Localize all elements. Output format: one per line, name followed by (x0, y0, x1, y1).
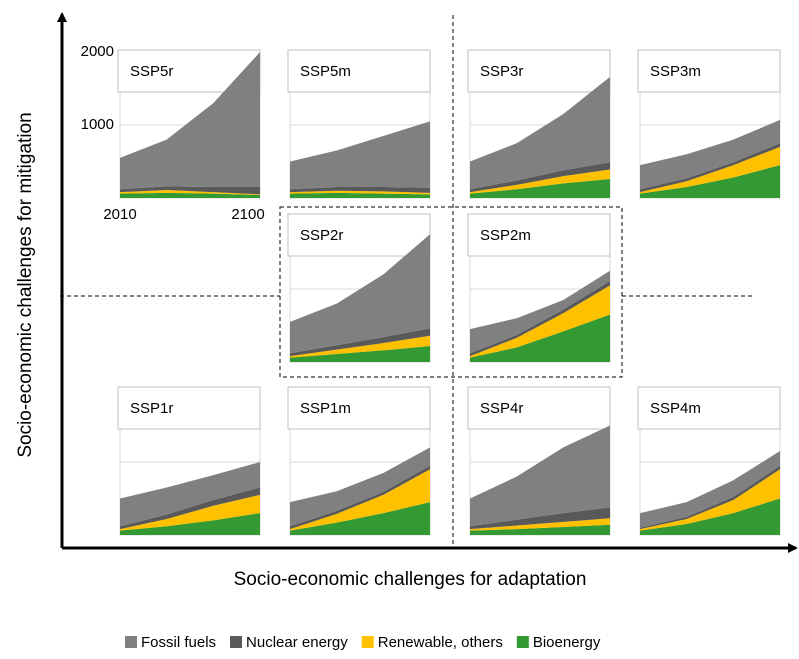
panel-title: SSP2r (300, 227, 343, 244)
panel-title: SSP3r (480, 63, 523, 80)
panel-title: SSP4r (480, 400, 523, 417)
area (640, 119, 780, 190)
area (120, 192, 260, 198)
panel-label-box (467, 213, 611, 257)
panel-title: SSP1r (130, 400, 173, 417)
x-axis-label: Socio-economic challenges for adaptation (234, 569, 587, 590)
panel-title: SSP3m (650, 63, 701, 80)
area (470, 179, 610, 198)
panel-label-box (287, 49, 431, 93)
area (120, 52, 260, 190)
area (470, 425, 610, 527)
area (640, 469, 780, 531)
area (290, 121, 430, 190)
panel-label-box (637, 49, 781, 93)
area (290, 469, 430, 531)
panel: SSP5m (287, 49, 431, 199)
panel: SSP1r (117, 386, 261, 536)
legend-swatch (125, 636, 137, 648)
area (290, 328, 430, 357)
y-axis-label: Socio-economic challenges for mitigation (15, 112, 36, 457)
area (120, 189, 260, 196)
area (120, 186, 260, 195)
panel: SSP2m (467, 213, 611, 363)
area (470, 169, 610, 194)
panel: SSP1m (287, 386, 431, 536)
area (640, 451, 780, 528)
area (470, 285, 610, 358)
area (120, 487, 260, 530)
legend-label: Renewable, others (378, 634, 503, 651)
legend-swatch (516, 636, 529, 648)
legend-label: Bioenergy (533, 634, 601, 651)
legend-swatch (230, 636, 243, 648)
area (640, 146, 780, 194)
area (290, 502, 430, 535)
panel-label-box (287, 213, 431, 257)
area (470, 76, 610, 190)
y-tick-label: 2000 (81, 43, 114, 60)
area (470, 270, 610, 354)
area (290, 465, 430, 530)
area (640, 143, 780, 193)
panel-title: SSP5r (130, 63, 173, 80)
ssp2-frame (279, 206, 623, 378)
panel: SSP4r (467, 386, 611, 536)
area (120, 513, 260, 535)
x-tick-label: 2010 (103, 206, 136, 223)
panel-title: SSP2m (480, 227, 531, 244)
panel: SSP3r (467, 49, 611, 199)
panel: SSP4m (637, 386, 781, 536)
panel: SSP5r 1000 2000 2010 2100 (81, 43, 265, 223)
area (640, 165, 780, 198)
legend: Fossil fuels Nuclear energy Renewable, oth… (125, 634, 601, 651)
panel-title: SSP1m (300, 400, 351, 417)
legend-swatch (361, 636, 374, 648)
area (470, 524, 610, 535)
panel-label-box (467, 386, 611, 430)
y-tick-label: 1000 (81, 116, 114, 133)
area (470, 280, 610, 357)
area (290, 345, 430, 362)
panel-label-box (117, 386, 261, 430)
area (470, 314, 610, 362)
area (290, 447, 430, 527)
legend-label: Fossil fuels (141, 634, 216, 651)
panel-label-box (637, 386, 781, 430)
area (290, 335, 430, 358)
area (290, 187, 430, 193)
panel-title: SSP4m (650, 400, 701, 417)
area (120, 462, 260, 527)
panel-label-box (287, 386, 431, 430)
panel-title: SSP5m (300, 63, 351, 80)
x-tick-label: 2100 (231, 206, 264, 223)
area (120, 494, 260, 531)
area (470, 518, 610, 531)
area (470, 507, 610, 530)
area (640, 498, 780, 535)
area (290, 234, 430, 354)
area (470, 162, 610, 193)
area (290, 190, 430, 195)
panels: SSP5r 1000 2000 2010 2100 SSP5m SSP3r SSP3m SSP2… (81, 43, 781, 536)
area (290, 192, 430, 198)
panel-label-box (467, 49, 611, 93)
panel: SSP2r (287, 213, 431, 363)
panel: SSP3m (637, 49, 781, 199)
legend-label: Nuclear energy (246, 634, 348, 651)
